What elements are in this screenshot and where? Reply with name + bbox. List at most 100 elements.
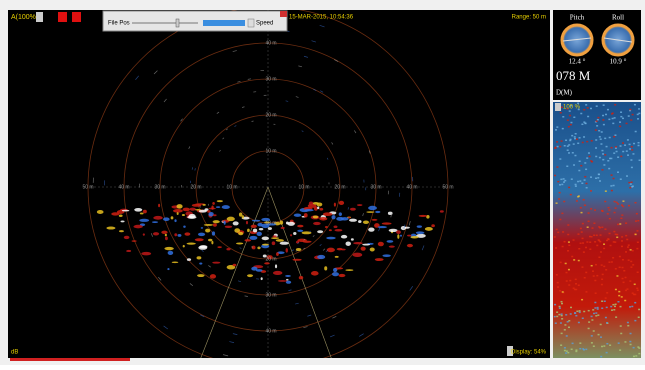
echo <box>396 230 401 234</box>
waterfall-pixel <box>633 143 635 145</box>
waterfall-pixel <box>613 152 615 154</box>
echo <box>397 234 399 239</box>
waterfall-pixel <box>590 208 592 210</box>
waterfall-pixel <box>591 335 593 337</box>
waterfall-pixel <box>623 282 625 284</box>
ring-label: 10 m <box>226 184 237 190</box>
waterfall-pixel <box>578 170 580 172</box>
waterfall-pixel <box>613 309 615 311</box>
waterfall-pixel <box>595 315 597 317</box>
echo <box>337 248 343 250</box>
waterfall-pixel <box>575 184 577 186</box>
waterfall-pixel <box>605 317 607 319</box>
waterfall-pixel <box>635 220 637 222</box>
waterfall-pixel <box>584 277 586 279</box>
waterfall-pixel <box>573 239 575 241</box>
waterfall-pixel <box>595 129 597 131</box>
waterfall-pixel <box>593 313 595 315</box>
waterfall-pixel <box>557 232 559 234</box>
echo <box>165 237 168 241</box>
waterfall-pixel <box>584 204 586 206</box>
waterfall-pixel <box>618 342 620 344</box>
ring-label: 30 m <box>370 184 381 190</box>
waterfall-pixel <box>554 304 556 306</box>
echo <box>280 242 289 245</box>
waterfall-pixel <box>597 177 599 179</box>
waterfall-pixel <box>555 322 557 324</box>
echo <box>419 215 428 217</box>
echo <box>197 274 205 277</box>
waterfall-pixel <box>586 241 588 243</box>
echo <box>317 255 325 259</box>
echo <box>368 228 374 232</box>
waterfall-pixel <box>635 131 637 133</box>
waterfall-pixel <box>625 290 627 292</box>
waterfall-pixel <box>579 348 581 350</box>
waterfall-pixel <box>612 123 614 125</box>
waterfall-pixel <box>637 289 639 291</box>
waterfall-pixel <box>566 335 568 337</box>
echo <box>304 209 313 211</box>
waterfall-pixel <box>604 228 606 230</box>
waterfall-pixel <box>578 285 580 287</box>
waterfall-pixel <box>572 152 574 154</box>
speed-spinner[interactable] <box>248 19 254 27</box>
waterfall-pixel <box>587 226 589 228</box>
waterfall-pixel <box>559 306 561 308</box>
echo <box>440 210 444 212</box>
record-button[interactable] <box>58 12 67 22</box>
waterfall-pixel <box>615 207 617 209</box>
waterfall-pixel <box>617 171 619 173</box>
waterfall-pixel <box>605 297 607 299</box>
echo <box>165 234 167 237</box>
slider-thumb[interactable] <box>176 19 179 27</box>
waterfall-pixel <box>568 245 570 247</box>
echo <box>351 238 354 240</box>
close-button[interactable] <box>280 11 287 17</box>
echo <box>375 258 384 261</box>
range-label: Range: 50 m <box>512 15 546 21</box>
speed-bar[interactable] <box>203 20 245 26</box>
waterfall-pixel <box>568 126 570 128</box>
waterfall-pixel <box>562 246 564 248</box>
waterfall-pixel <box>574 155 576 157</box>
waterfall-pixel <box>606 322 608 324</box>
echo <box>119 214 123 217</box>
waterfall-pixel <box>630 119 632 121</box>
waterfall-pixel <box>591 265 593 267</box>
waterfall-pixel <box>554 316 556 318</box>
waterfall-pixel <box>568 320 570 322</box>
waterfall-pixel <box>558 198 560 200</box>
echo <box>124 236 130 239</box>
waterfall-pixel <box>571 256 573 258</box>
waterfall-pixel <box>615 304 617 306</box>
gain-spinner[interactable] <box>555 103 561 111</box>
mode-spinner[interactable] <box>36 12 43 22</box>
waterfall-pixel <box>628 244 630 246</box>
echo <box>183 245 185 248</box>
echo <box>152 221 158 223</box>
echo <box>177 212 179 215</box>
waterfall-pixel <box>614 134 616 136</box>
waterfall-pixel <box>567 119 569 121</box>
waterfall-pixel <box>555 247 557 249</box>
waterfall-pixel <box>567 234 569 236</box>
waterfall-pixel <box>638 309 640 311</box>
stop-button[interactable] <box>72 12 81 22</box>
waterfall-pixel <box>567 149 569 151</box>
waterfall-pixel <box>581 212 583 214</box>
echo <box>425 227 433 231</box>
echo <box>333 268 337 272</box>
waterfall-pixel <box>582 142 584 144</box>
echo <box>119 230 124 232</box>
waterfall-pixel <box>601 284 603 286</box>
echo <box>341 235 347 239</box>
echo <box>353 242 363 244</box>
waterfall-pixel <box>579 180 581 182</box>
waterfall-pixel <box>637 242 639 244</box>
echo <box>184 232 190 235</box>
waterfall-pixel <box>602 115 604 117</box>
ring-label: 50 m <box>442 184 453 190</box>
waterfall-pixel <box>565 263 567 265</box>
